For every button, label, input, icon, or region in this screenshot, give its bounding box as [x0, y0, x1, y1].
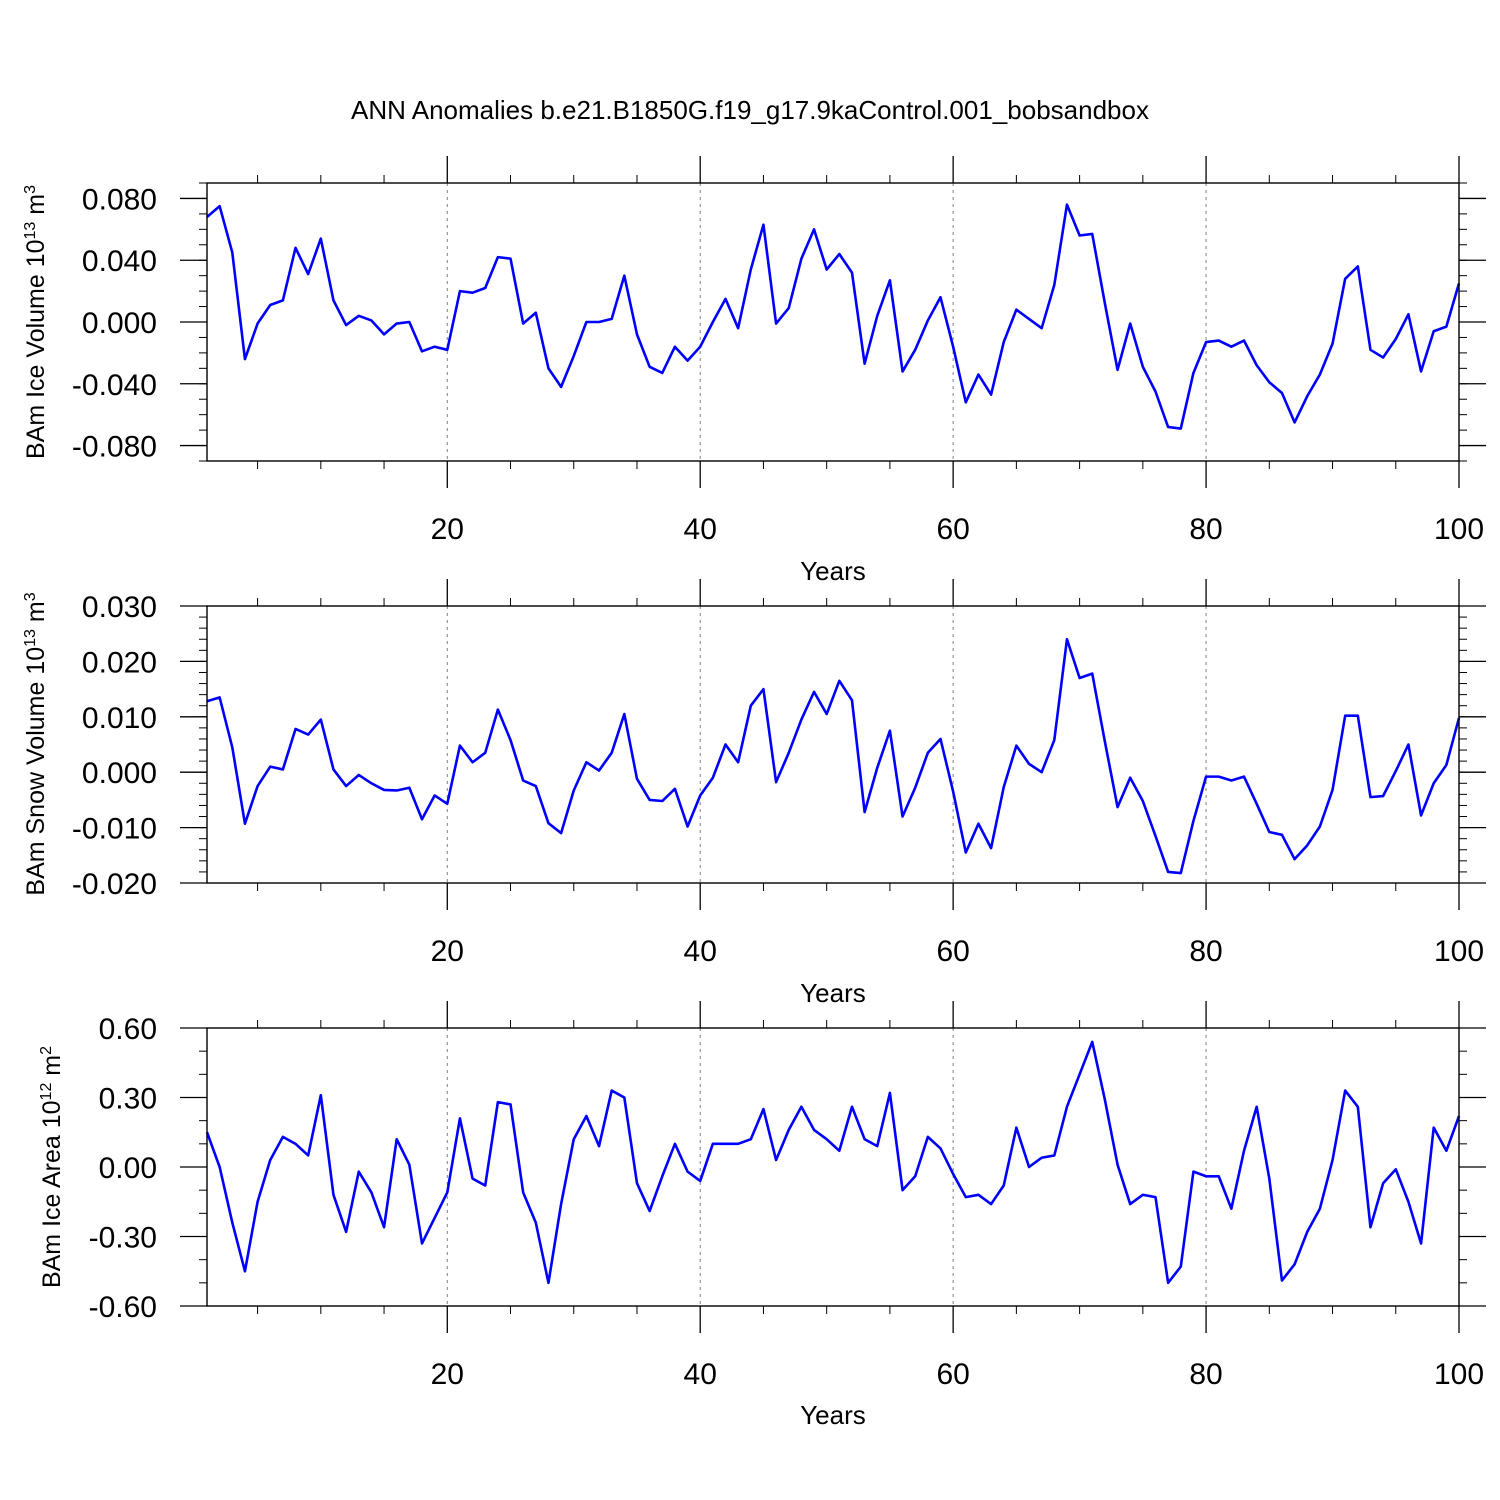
x-tick-label: 60	[936, 513, 969, 546]
y-tick-label: -0.080	[72, 431, 157, 464]
plot-frame	[206, 605, 1460, 884]
x-axis-title: Years	[800, 556, 866, 586]
series-line	[206, 203, 1461, 430]
x-tick-label: 40	[684, 935, 717, 968]
x-tick-label: 80	[1189, 1358, 1222, 1391]
x-axis-title: Years	[800, 978, 866, 1008]
y-axis-title: BAm Ice Area 1012 m2	[38, 1046, 66, 1288]
x-tick-label: 20	[431, 1358, 464, 1391]
y-tick-label: 0.010	[82, 702, 157, 735]
y-tick-label: 0.080	[82, 183, 157, 216]
y-tick-label: 0.020	[82, 646, 157, 679]
x-tick-label: 80	[1189, 935, 1222, 968]
y-tick-label: 0.00	[99, 1152, 157, 1185]
x-tick-label: 60	[936, 935, 969, 968]
series-line	[206, 637, 1461, 875]
y-tick-label: -0.040	[72, 369, 157, 402]
x-tick-label: 100	[1434, 513, 1484, 546]
y-tick-label: -0.30	[89, 1222, 157, 1255]
y-tick-label: -0.020	[72, 868, 157, 901]
x-tick-label: 80	[1189, 513, 1222, 546]
y-tick-label: 0.60	[99, 1013, 157, 1046]
snow-volume-panel: BAm Snow Volume 1013 m3 Years 0.030 0.020…	[22, 579, 1486, 1008]
y-tick-label: -0.010	[72, 813, 157, 846]
y-axis-title: BAm Ice Volume 1013 m3	[22, 185, 50, 459]
x-tick-label: 100	[1434, 935, 1484, 968]
x-tick-label: 20	[431, 513, 464, 546]
y-tick-label: 0.30	[99, 1083, 157, 1116]
y-tick-label: 0.000	[82, 757, 157, 790]
y-tick-label: -0.60	[89, 1291, 157, 1324]
plot-frame	[206, 1027, 1460, 1307]
x-tick-label: 100	[1434, 1358, 1484, 1391]
x-tick-label: 40	[684, 513, 717, 546]
ice-volume-panel: BAm Ice Volume 1013 m3 Years 0.080 0.040 0…	[22, 156, 1486, 586]
x-tick-label: 20	[431, 935, 464, 968]
plot-frame	[206, 182, 1460, 462]
x-axis-title: Years	[800, 1400, 866, 1430]
y-tick-label: 0.030	[82, 591, 157, 624]
y-tick-label: 0.040	[82, 245, 157, 278]
x-tick-label: 60	[936, 1358, 969, 1391]
x-tick-label: 40	[684, 1358, 717, 1391]
series-line	[205, 1040, 1461, 1285]
ice-area-panel: BAm Ice Area 1012 m2 Years 0.60 0.30 0.00 -…	[38, 1001, 1486, 1430]
y-tick-label: 0.000	[82, 307, 157, 340]
y-axis-title: BAm Snow Volume 1013 m3	[22, 592, 50, 895]
figure-title: ANN Anomalies b.e21.B1850G.f19_g17.9kaCo…	[351, 95, 1149, 125]
